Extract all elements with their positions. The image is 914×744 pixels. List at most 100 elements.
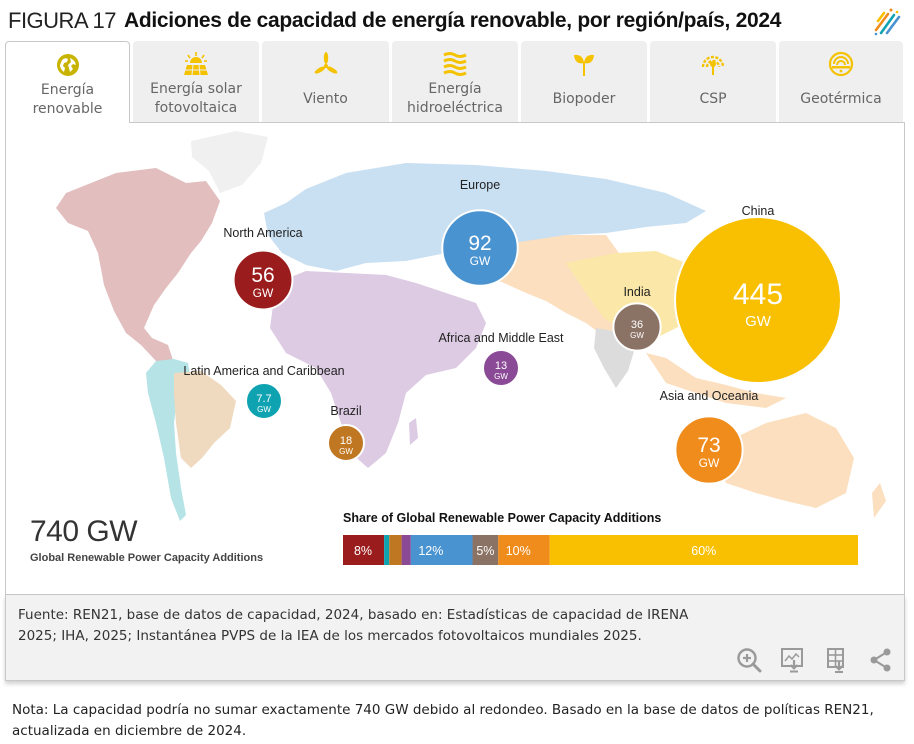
tab-label: Energía renovable — [32, 82, 103, 117]
figure-footer: Fuente: REN21, base de datos de capacida… — [5, 595, 905, 681]
figure-title-row: FIGURA 17 Adiciones de capacidad de ener… — [8, 4, 781, 38]
bubble-value: 13 — [495, 360, 507, 372]
bubble-value: 7.7 — [256, 393, 271, 405]
figure-panel: Energía renovable Energía solar fotovolt… — [5, 41, 905, 681]
bubble-value: 18 — [340, 435, 352, 447]
share-segment-label: 8% — [354, 544, 372, 558]
bubble-value: 445 — [733, 278, 783, 311]
tab-csp[interactable]: CSP — [650, 41, 776, 122]
figure-title: Adiciones de capacidad de energía renova… — [123, 9, 782, 32]
figure-number: FIGURA 17 — [8, 8, 116, 33]
tab-label: Viento — [303, 91, 348, 107]
region-label: Latin America and Caribbean — [183, 364, 344, 378]
footnote: Nota: La capacidad podría no sumar exact… — [12, 702, 874, 739]
globe-icon — [54, 51, 82, 79]
share-segment — [549, 535, 858, 565]
latin-america-shape — [146, 359, 191, 521]
tab-energia-renovable[interactable]: Energía renovable — [5, 41, 130, 123]
csp-icon — [699, 50, 727, 78]
share-icon[interactable] — [868, 647, 894, 673]
bubble-unit: GW — [253, 286, 274, 300]
bubble-unit: GW — [745, 313, 772, 330]
energy-type-tabs: Energía renovable Energía solar fotovolt… — [5, 41, 905, 123]
tab-label: Energía hidroeléctrica — [407, 81, 503, 116]
bubble-value: 56 — [251, 264, 274, 287]
share-segment-label: 10% — [506, 544, 531, 558]
tab-label: Energía solar fotovoltaica — [150, 81, 242, 116]
bubble-unit: GW — [630, 331, 644, 340]
new-zealand-shape — [872, 483, 886, 518]
figure-tools — [736, 647, 894, 673]
bubble-value: 36 — [631, 319, 643, 331]
tab-biopoder[interactable]: Biopoder — [521, 41, 647, 122]
share-segment-label: 12% — [418, 544, 443, 558]
africa-middle-east-shape — [270, 271, 486, 468]
region-label: India — [623, 285, 650, 299]
bubble-value: 73 — [697, 434, 720, 457]
tab-label: Biopoder — [552, 91, 616, 107]
chart-area: North America 56 GW Latin America and Carib… — [5, 122, 905, 595]
share-segment — [472, 535, 499, 565]
bubble-circle — [612, 302, 662, 352]
southeast-asia-shape — [646, 353, 786, 408]
wind-turbine-icon — [312, 50, 340, 78]
bubble-circle — [482, 349, 520, 387]
bubble-circle — [327, 424, 365, 462]
share-segment — [384, 535, 390, 565]
ren21-logo-icon — [874, 8, 901, 36]
total-capacity-value: 740 GW — [30, 515, 138, 548]
share-segment-label: 5% — [476, 544, 494, 558]
region-label: Africa and Middle East — [438, 331, 564, 345]
greenland-shape — [191, 131, 268, 193]
bubble-circle — [674, 415, 744, 485]
tab-energia-hidroelectrica[interactable]: Energía hidroeléctrica — [392, 41, 518, 122]
bubble-circle — [232, 249, 294, 311]
download-data-icon[interactable] — [824, 647, 850, 673]
solar-panel-icon — [182, 50, 210, 78]
share-segment — [401, 535, 411, 565]
australia-shape — [718, 413, 854, 508]
bubble-value: 92 — [468, 232, 491, 255]
share-segment — [389, 535, 402, 565]
tab-energia-solar-fotovoltaica[interactable]: Energía solar fotovoltaica — [133, 41, 259, 122]
share-segment — [343, 535, 385, 565]
bubble-unit: GW — [699, 456, 720, 470]
tab-label: Geotérmica — [800, 91, 882, 107]
bubble-circle — [245, 382, 283, 420]
share-bar: 8% 12% 5% 10% 60% — [343, 535, 858, 565]
madagascar-shape — [409, 418, 418, 445]
share-segment — [498, 535, 550, 565]
region-label: Europe — [460, 178, 500, 192]
share-bar-title: Share of Global Renewable Power Capacity… — [343, 511, 662, 525]
brazil-shape — [174, 371, 236, 468]
china-land-shape — [566, 251, 696, 338]
bubble-unit: GW — [339, 447, 353, 456]
region-label: North America — [223, 226, 302, 240]
tab-viento[interactable]: Viento — [262, 41, 389, 122]
bubble-circle — [674, 216, 842, 384]
region-label: Brazil — [330, 404, 361, 418]
total-capacity-label: Global Renewable Power Capacity Addition… — [30, 552, 264, 564]
region-bubble[interactable]: China 445 GW — [674, 204, 842, 384]
bubble-unit: GW — [470, 254, 491, 268]
north-america-shape — [56, 168, 220, 363]
sprout-icon — [570, 50, 598, 78]
bubble-circle — [441, 209, 519, 287]
region-label: Asia and Oceania — [660, 389, 759, 403]
hydro-waves-icon — [441, 50, 469, 78]
region-bubble[interactable]: Latin America and Caribbean 7.7GW — [183, 364, 345, 420]
region-label: China — [742, 204, 775, 218]
zoom-in-icon[interactable] — [736, 647, 762, 673]
download-image-icon[interactable] — [780, 647, 806, 673]
tab-geotermica[interactable]: Geotérmica — [779, 41, 903, 122]
share-segment-label: 60% — [691, 544, 716, 558]
geothermal-icon — [827, 50, 855, 78]
